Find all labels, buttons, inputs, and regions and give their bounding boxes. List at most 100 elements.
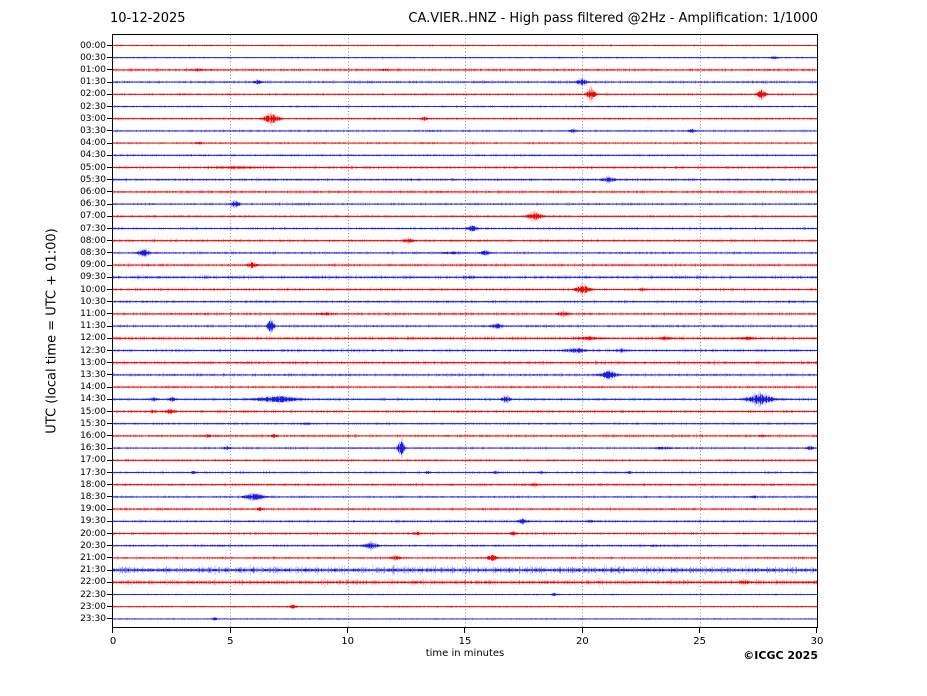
y-tick-mark: [107, 154, 112, 156]
y-tick-label: 19:00: [80, 504, 106, 515]
y-tick-label: 04:00: [80, 138, 106, 149]
x-tick-label: 30: [810, 636, 824, 647]
y-tick-mark: [107, 81, 112, 83]
y-tick-mark: [107, 508, 112, 510]
y-tick-mark: [107, 569, 112, 571]
y-tick-mark: [107, 105, 112, 107]
y-tick-mark: [107, 240, 112, 242]
y-tick-label: 15:00: [80, 406, 106, 417]
y-tick-label: 19:30: [80, 516, 106, 527]
x-tick-mark: [229, 628, 231, 633]
y-tick-label: 02:00: [80, 89, 106, 100]
y-tick-label: 05:00: [80, 162, 106, 173]
y-tick-label: 01:30: [80, 77, 106, 88]
y-tick-label: 22:00: [80, 577, 106, 588]
y-tick-mark: [107, 581, 112, 583]
y-tick-label: 02:30: [80, 101, 106, 112]
x-axis-title: time in minutes: [425, 648, 505, 659]
y-tick-label: 04:30: [80, 150, 106, 161]
plot-date: 10-12-2025: [110, 11, 186, 26]
y-tick-label: 20:00: [80, 528, 106, 539]
y-tick-label: 08:30: [80, 247, 106, 258]
y-tick-mark: [107, 374, 112, 376]
y-tick-label: 17:30: [80, 467, 106, 478]
y-tick-mark: [107, 264, 112, 266]
copyright: ©ICGC 2025: [743, 649, 818, 662]
y-tick-mark: [107, 520, 112, 522]
y-tick-mark: [107, 545, 112, 547]
y-tick-mark: [107, 557, 112, 559]
y-tick-label: 14:30: [80, 394, 106, 405]
x-tick-mark: [347, 628, 349, 633]
y-tick-label: 13:00: [80, 357, 106, 368]
y-tick-mark: [107, 447, 112, 449]
y-tick-label: 16:00: [80, 430, 106, 441]
y-tick-label: 17:00: [80, 455, 106, 466]
x-tick-mark: [112, 628, 114, 633]
y-tick-label: 06:00: [80, 186, 106, 197]
x-tick-label: 5: [227, 636, 234, 647]
y-tick-mark: [107, 93, 112, 95]
y-tick-label: 20:30: [80, 540, 106, 551]
y-tick-mark: [107, 398, 112, 400]
y-tick-mark: [107, 362, 112, 364]
y-tick-label: 18:30: [80, 491, 106, 502]
x-tick-label: 15: [458, 636, 472, 647]
y-tick-mark: [107, 203, 112, 205]
y-tick-mark: [107, 227, 112, 229]
y-tick-mark: [107, 606, 112, 608]
y-tick-label: 21:30: [80, 565, 106, 576]
y-tick-label: 23:30: [80, 613, 106, 624]
y-tick-label: 11:00: [80, 308, 106, 319]
y-tick-label: 03:30: [80, 125, 106, 136]
y-tick-mark: [107, 471, 112, 473]
y-tick-mark: [107, 118, 112, 120]
y-tick-label: 09:30: [80, 272, 106, 283]
y-tick-mark: [107, 44, 112, 46]
y-tick-mark: [107, 349, 112, 351]
y-tick-mark: [107, 215, 112, 217]
y-tick-label: 22:30: [80, 589, 106, 600]
x-tick-label: 20: [575, 636, 589, 647]
y-tick-label: 21:00: [80, 552, 106, 563]
y-tick-label: 10:30: [80, 296, 106, 307]
y-tick-mark: [107, 301, 112, 303]
y-tick-label: 14:00: [80, 382, 106, 393]
y-tick-mark: [107, 593, 112, 595]
y-tick-label: 00:00: [80, 40, 106, 51]
y-tick-label: 12:00: [80, 333, 106, 344]
y-tick-label: 07:00: [80, 211, 106, 222]
y-tick-mark: [107, 459, 112, 461]
y-tick-label: 06:30: [80, 199, 106, 210]
y-tick-label: 23:00: [80, 601, 106, 612]
y-tick-mark: [107, 532, 112, 534]
y-tick-mark: [107, 484, 112, 486]
y-tick-mark: [107, 337, 112, 339]
x-tick-label: 10: [341, 636, 355, 647]
y-tick-label: 11:30: [80, 321, 106, 332]
plot-title: CA.VIER..HNZ - High pass filtered @2Hz -…: [408, 11, 818, 26]
y-tick-mark: [107, 618, 112, 620]
y-tick-label: 08:00: [80, 235, 106, 246]
x-tick-mark: [699, 628, 701, 633]
y-tick-mark: [107, 179, 112, 181]
y-tick-mark: [107, 252, 112, 254]
y-tick-label: 10:00: [80, 284, 106, 295]
y-tick-label: 13:30: [80, 369, 106, 380]
y-tick-mark: [107, 276, 112, 278]
x-tick-mark: [581, 628, 583, 633]
y-tick-label: 07:30: [80, 223, 106, 234]
y-tick-mark: [107, 130, 112, 132]
y-tick-label: 15:30: [80, 418, 106, 429]
y-tick-mark: [107, 386, 112, 388]
y-tick-mark: [107, 191, 112, 193]
x-tick-label: 25: [693, 636, 707, 647]
y-tick-label: 16:30: [80, 443, 106, 454]
x-tick-mark: [464, 628, 466, 633]
y-tick-mark: [107, 288, 112, 290]
y-tick-mark: [107, 69, 112, 71]
x-tick-label: 0: [109, 636, 117, 647]
seismogram-canvas: [113, 35, 817, 627]
y-tick-mark: [107, 410, 112, 412]
